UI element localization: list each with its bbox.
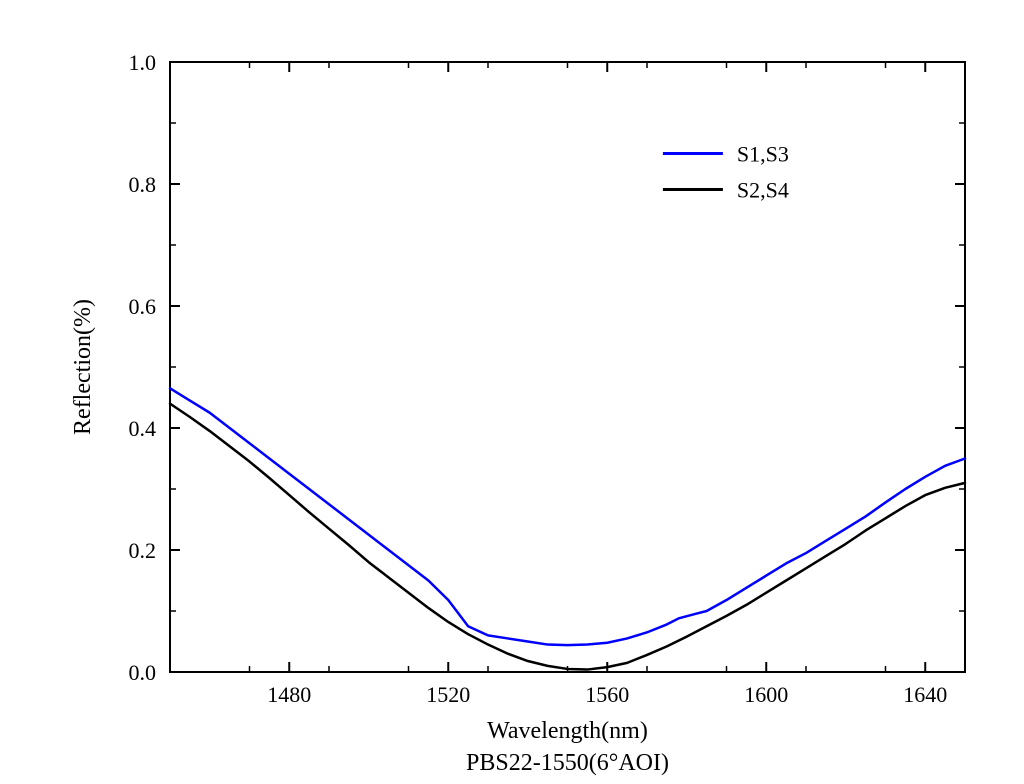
svg-text:1560: 1560 — [585, 682, 629, 707]
svg-text:1640: 1640 — [903, 682, 947, 707]
svg-text:0.8: 0.8 — [129, 172, 157, 197]
legend-label: S1,S3 — [737, 142, 789, 167]
svg-text:0.2: 0.2 — [129, 538, 157, 563]
chart-caption: PBS22-1550(6°AOI) — [466, 750, 669, 776]
legend-label: S2,S4 — [737, 178, 789, 203]
svg-text:1520: 1520 — [426, 682, 470, 707]
svg-text:0.0: 0.0 — [129, 660, 157, 685]
x-axis-label: Wavelength(nm) — [487, 718, 648, 744]
chart-container: 1480 1520 1560 1600 1640 0.0 0.2 0.4 0.6 0.8 1.0 Re… — [0, 0, 1024, 784]
svg-text:0.6: 0.6 — [129, 294, 157, 319]
svg-text:1600: 1600 — [744, 682, 788, 707]
svg-text:0.4: 0.4 — [129, 416, 157, 441]
reflection-chart: 1480 1520 1560 1600 1640 0.0 0.2 0.4 0.6 0.8 1.0 Re… — [0, 0, 1024, 784]
y-axis-label: Reflection(%) — [70, 299, 96, 435]
svg-text:1.0: 1.0 — [129, 50, 157, 75]
svg-text:1480: 1480 — [267, 682, 311, 707]
